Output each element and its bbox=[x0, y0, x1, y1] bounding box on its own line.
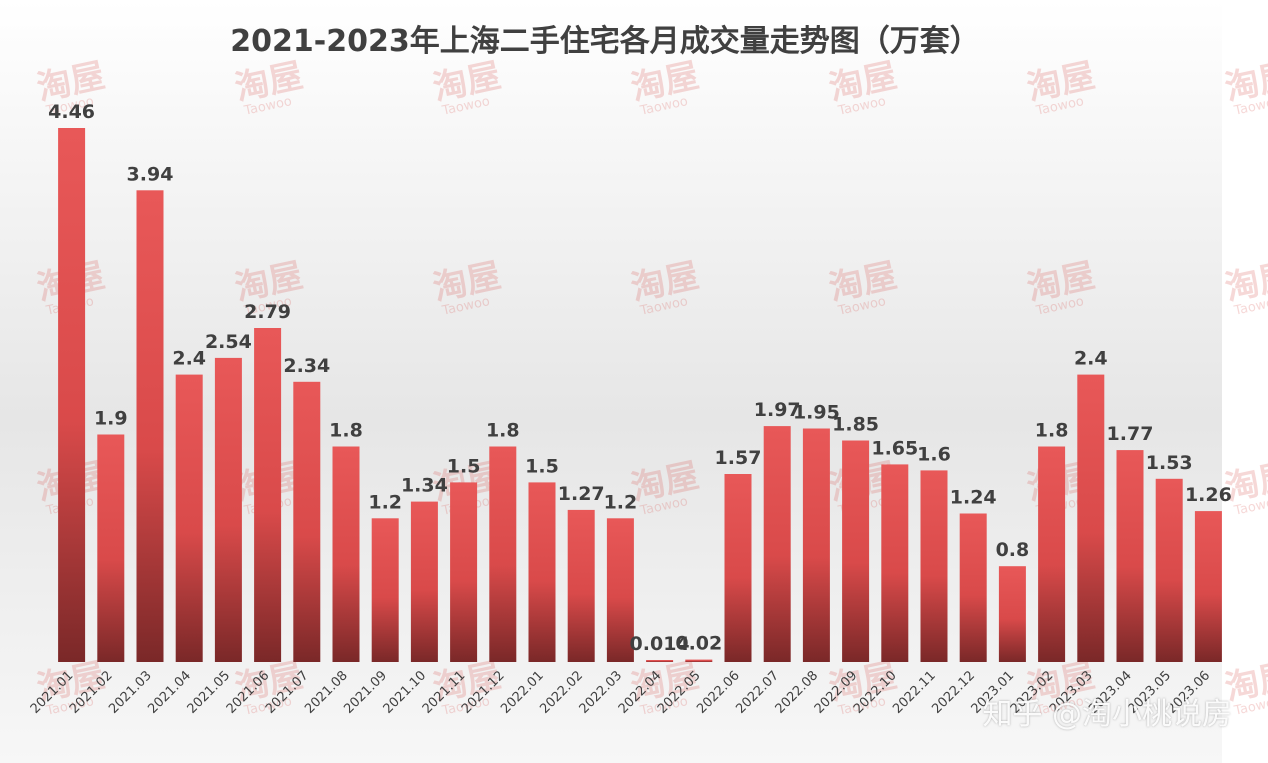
bar-2023.01 bbox=[998, 566, 1026, 662]
value-label-2022.02: 1.27 bbox=[558, 483, 605, 505]
value-label-2023.03: 2.4 bbox=[1074, 348, 1108, 370]
value-label-2022.05: 0.02 bbox=[675, 633, 722, 655]
bar-2021.08 bbox=[332, 446, 360, 662]
bar-2022.10 bbox=[881, 464, 909, 662]
bar-2023.04 bbox=[1116, 450, 1144, 662]
value-label-2022.11: 1.6 bbox=[917, 443, 951, 465]
bar-2022.09 bbox=[842, 440, 870, 662]
bar-2021.04 bbox=[175, 374, 203, 662]
bar-2021.07 bbox=[293, 381, 321, 662]
value-label-2023.05: 1.53 bbox=[1146, 452, 1193, 474]
bar-2021.03 bbox=[136, 190, 164, 663]
value-label-2023.01: 0.8 bbox=[996, 539, 1030, 561]
chart-title: 2021-2023年上海二手住宅各月成交量走势图（万套） bbox=[230, 24, 980, 59]
bar-2022.11 bbox=[920, 470, 948, 662]
bar-2022.07 bbox=[763, 426, 791, 662]
bar-2023.06 bbox=[1194, 511, 1222, 662]
value-label-2022.06: 1.57 bbox=[715, 447, 762, 469]
value-label-2021.10: 1.34 bbox=[401, 475, 448, 497]
value-label-2023.06: 1.26 bbox=[1185, 484, 1232, 506]
bar-2021.02 bbox=[97, 434, 125, 662]
bar-2021.05 bbox=[214, 357, 242, 662]
value-labels-layer: 4.461.93.942.42.542.792.341.81.21.341.51… bbox=[48, 101, 1232, 655]
bar-2021.01 bbox=[58, 128, 86, 662]
bar-2023.02 bbox=[1038, 446, 1066, 662]
value-label-2022.08: 1.95 bbox=[793, 402, 840, 424]
value-label-2022.10: 1.65 bbox=[871, 437, 918, 459]
value-label-2022.04: 0.014 bbox=[630, 633, 690, 655]
value-label-2022.07: 1.97 bbox=[754, 399, 801, 421]
value-label-2021.03: 3.94 bbox=[127, 163, 174, 185]
bar-2021.10 bbox=[410, 501, 438, 662]
bar-2022.02 bbox=[567, 509, 595, 662]
value-label-2023.04: 1.77 bbox=[1107, 423, 1154, 445]
bar-2022.03 bbox=[606, 518, 634, 662]
watermark-footer-text: 知乎 @淘小桃说房 bbox=[982, 697, 1232, 732]
bar-2022.12 bbox=[959, 513, 987, 662]
value-label-2021.08: 1.8 bbox=[329, 420, 363, 442]
value-label-2021.06: 2.79 bbox=[244, 301, 291, 323]
bar-2021.06 bbox=[254, 328, 282, 662]
value-label-2021.02: 1.9 bbox=[94, 408, 128, 430]
bar-2021.12 bbox=[489, 446, 517, 662]
value-label-2023.02: 1.8 bbox=[1035, 420, 1069, 442]
value-label-2021.11: 1.5 bbox=[447, 455, 481, 477]
value-label-2022.12: 1.24 bbox=[950, 487, 997, 509]
value-label-2021.07: 2.34 bbox=[283, 355, 330, 377]
bar-2023.03 bbox=[1077, 374, 1105, 662]
value-label-2021.12: 1.8 bbox=[486, 420, 520, 442]
bar-2021.09 bbox=[371, 518, 399, 662]
value-label-2021.05: 2.54 bbox=[205, 331, 252, 353]
bar-2022.04 bbox=[646, 660, 674, 662]
bar-2022.05 bbox=[685, 659, 713, 662]
value-label-2021.01: 4.46 bbox=[48, 101, 95, 123]
value-label-2021.09: 1.2 bbox=[368, 491, 402, 513]
value-label-2022.09: 1.85 bbox=[832, 414, 879, 436]
bar-2022.06 bbox=[724, 474, 752, 662]
bar-2021.11 bbox=[450, 482, 478, 662]
bar-2022.01 bbox=[528, 482, 556, 662]
bar-2023.05 bbox=[1155, 478, 1183, 662]
bar-2022.08 bbox=[802, 428, 830, 662]
value-label-2022.01: 1.5 bbox=[525, 455, 559, 477]
bars-layer bbox=[58, 128, 1222, 663]
value-label-2022.03: 1.2 bbox=[604, 491, 638, 513]
value-label-2021.04: 2.4 bbox=[172, 348, 206, 370]
